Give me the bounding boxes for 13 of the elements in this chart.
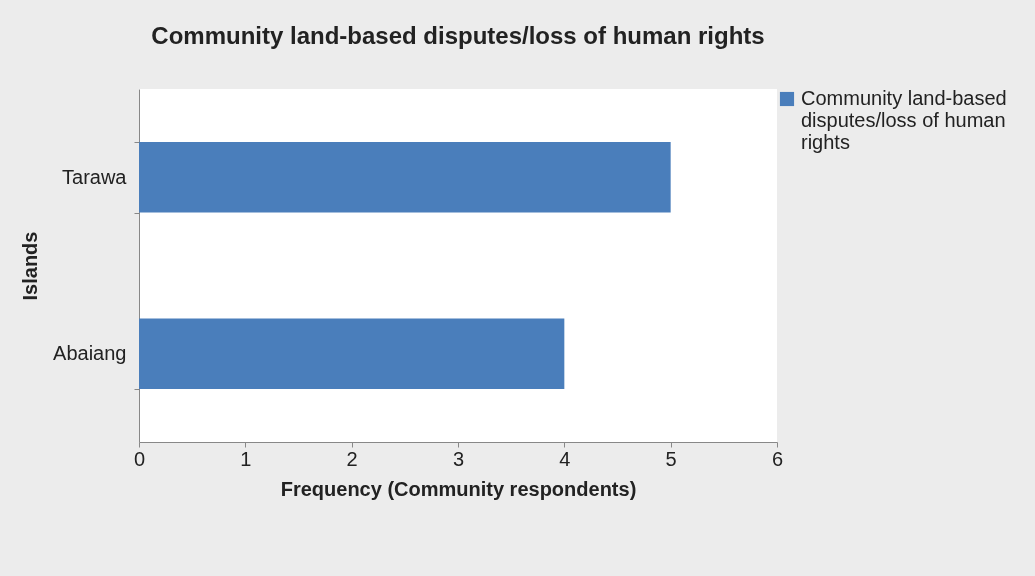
chart-title: Community land-based disputes/loss of human rights — [151, 22, 765, 49]
x-tick-label: 0 — [133, 447, 146, 470]
x-tick-label: 2 — [346, 447, 358, 470]
x-axis-title: Frequency (Community respondents) — [280, 477, 637, 500]
x-tick-label: 1 — [240, 447, 252, 470]
x-tick-label: 3 — [452, 447, 465, 470]
legend-label: Community land-based disputes/loss of human rights — [801, 87, 1007, 153]
y-tick-label: Tarawa — [62, 165, 128, 188]
x-tick-label: 6 — [771, 447, 784, 470]
x-tick-label: 5 — [665, 447, 677, 470]
y-tick-label: Abaiang — [53, 342, 127, 365]
x-tick-label: 4 — [559, 447, 571, 470]
y-axis-title: Islands — [19, 231, 42, 301]
